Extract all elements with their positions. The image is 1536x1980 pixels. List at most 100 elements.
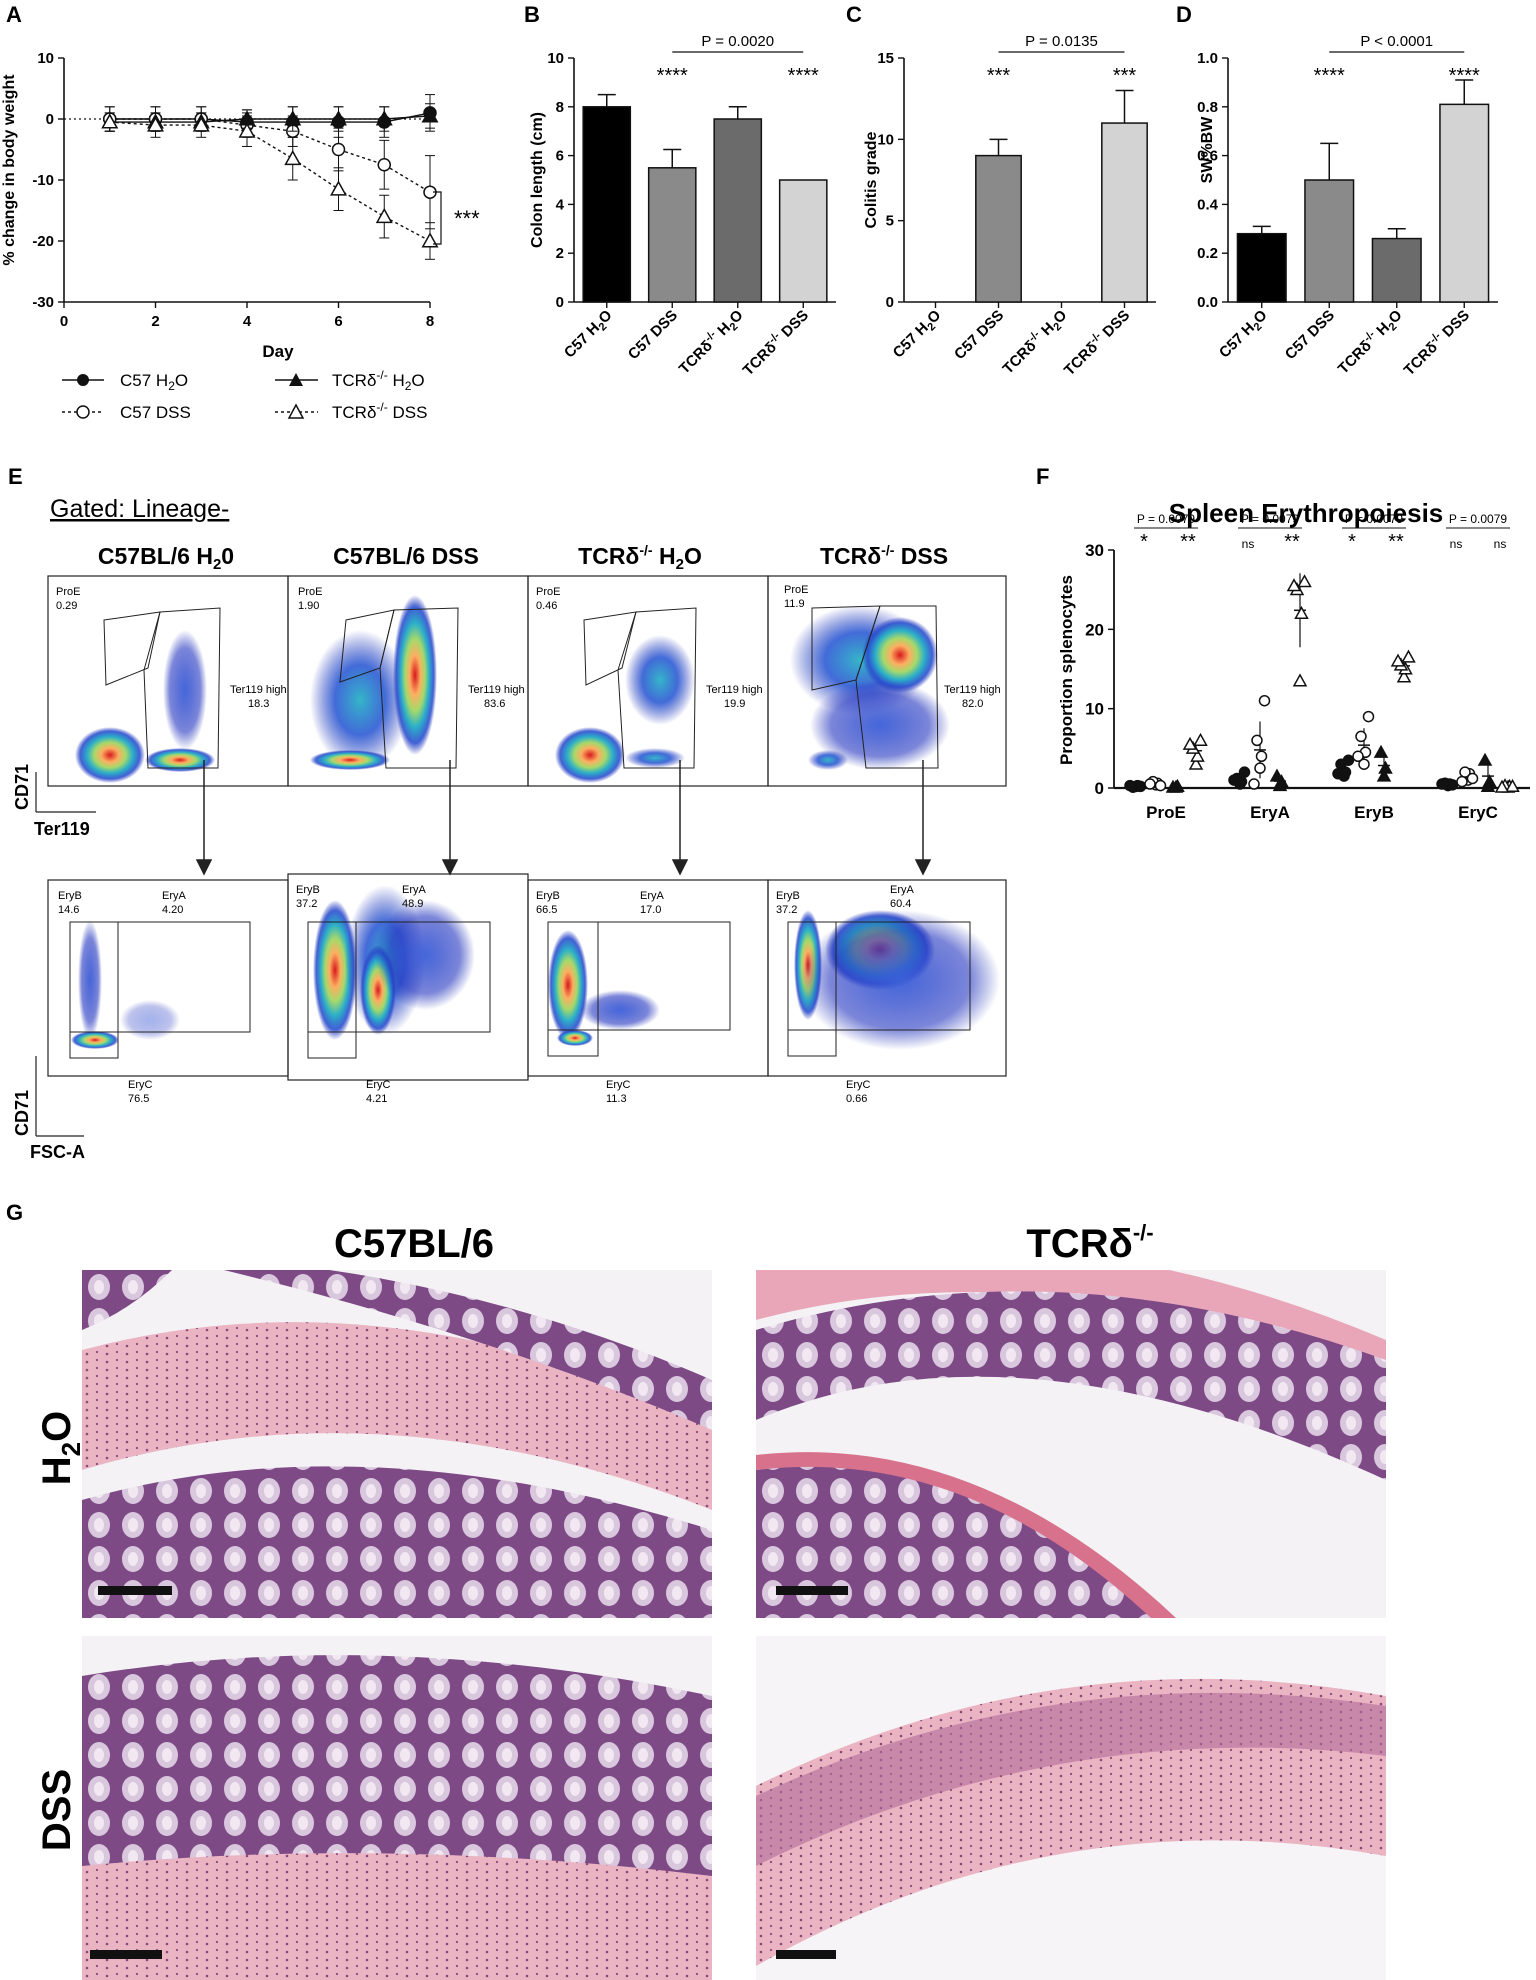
bar-xtick-label: TCRδ-/- H2O [674,305,749,380]
panel-g-row-labels: H2O DSS [35,1411,80,1851]
flow-top-proe-2: ProE [298,586,322,598]
bar-xtick-label: TCRδ-/- DSS [738,305,812,379]
flow-bottom-eryc-4: EryC [846,1079,871,1091]
bar-stars: **** [1449,65,1480,87]
bar-xtick-label: C57 DSS [951,307,1007,363]
panel-g-col-c57: C57BL/6 [334,1222,494,1266]
panel-a-chart: A % change in body weight 10 0 -10 -20 -30 0 2… [1,2,480,422]
panel-f-point [1258,694,1271,707]
panel-e-col-title-4: TCRδ-/- DSS [820,542,948,569]
panel-f-point [1466,772,1479,785]
panel-f-ylabel: Proportion splenocytes [1057,575,1076,765]
flow-bottom-plot-4 [767,879,1007,1077]
panel-a-ytick-label: 0 [46,111,54,128]
panel-a-point [330,180,347,196]
bar [1371,237,1422,303]
flow-top-xlabel: Ter119 [34,819,90,839]
panel-a-point [421,107,439,123]
bar-ytick-label: 0.2 [1197,245,1218,262]
panel-a-ytick-label: -10 [32,172,54,189]
panel-f-sig: ns [1242,537,1255,551]
flow-bottom-xlabel: FSC-A [30,1142,85,1162]
bar-ytick-label: 10 [877,131,894,148]
legend-marker-tcr-h2o [289,373,303,386]
flow-top-ter-val-1: 18.3 [248,698,269,710]
panel-f-point [1373,744,1389,758]
panel-f-point [1248,778,1260,790]
panel-a-xtick-label: 6 [334,313,342,330]
flow-top-ter-3: Ter119 high [706,684,763,696]
flow-bottom-eryb-val-4: 37.2 [776,904,797,916]
panel-a-xtick-label: 4 [243,313,252,330]
panel-a-point [375,207,393,224]
panel-e-gated-label: Gated: Lineage- [50,495,229,523]
panel-f-point [1376,768,1392,782]
panel-a-point [331,142,346,157]
panel-f-point [1134,780,1147,793]
flow-bottom-labels: EryB 14.6 EryA 4.20 EryC 76.5 EryB 37.2 … [58,884,915,1105]
flow-top-proe-1: ProE [56,586,80,598]
panel-f-point [1378,760,1393,774]
panel-f-xtick-label: EryB [1354,803,1394,822]
panel-f-ytick-label: 30 [1085,541,1104,560]
flow-bottom-erya-4: EryA [890,884,915,896]
panel-a-ytick-label: -30 [32,294,54,311]
panel-a-legend: C57 H2O C57 DSS TCRδ-/- H2O TCRδ-/- DSS [62,368,427,422]
panel-a-point [101,113,119,129]
bar-ytick-label: 0.8 [1197,99,1218,116]
bar-xtick-label: TCRδ-/- H2O [1333,305,1408,380]
panel-f-point [1182,736,1198,750]
flow-bottom-eryb-2: EryB [296,884,320,896]
legend-marker-c57-dss [76,405,90,419]
panel-a-series-line [109,115,431,123]
flow-bottom-eryb-val-2: 37.2 [296,898,317,910]
panel-f-xtick-label: ProE [1146,803,1186,822]
histology-tcr-dss [756,1636,1386,1980]
flow-bottom-eryb-1: EryB [58,890,82,902]
flow-top-proe-3: ProE [536,586,560,598]
panel-f-chart: F Spleen Erythropoiesis Proportion splen… [1036,464,1530,822]
panel-g-row-dss: DSS [35,1769,79,1851]
panel-f-point [1124,779,1136,792]
panel-d-ylabel: SW%BW [1199,116,1216,184]
bar-ytick-label: 0 [886,294,894,311]
flow-top-ter-4: Ter119 high [944,684,1001,696]
panel-a-axes: 10 0 -10 -20 -30 0 2 4 6 8 [32,50,434,330]
bar [975,154,1022,303]
panel-f-point [1358,758,1370,770]
panel-a-ylabel: % change in body weight [1,74,18,266]
panel-f-point [1401,649,1416,663]
flow-top-ter-val-2: 83.6 [484,698,505,710]
bar-stars: *** [987,65,1011,87]
flow-bottom-axis-key: CD71 FSC-A [12,1056,85,1162]
histology-c57-dss [82,1636,712,1980]
flow-top-ter-val-4: 82.0 [962,698,983,710]
panel-f-point [1446,779,1459,791]
panel-a-xtick-label: 8 [426,313,434,330]
panel-f-ytick-label: 0 [1095,779,1104,798]
flow-bottom-eryb-3: EryB [536,890,560,902]
flow-bottom-eryc-3: EryC [606,1079,631,1091]
panel-e-flow: E Gated: Lineage- C57BL/6 H20 C57BL/6 DS… [8,464,1007,1162]
flow-bottom-ylabel: CD71 [12,1090,32,1136]
panel-f-ytick-label: 20 [1085,620,1104,639]
panel-e-bottom-row [47,873,1007,1081]
panel-f-point [1505,778,1520,792]
panel-f-point [1286,578,1302,592]
flow-top-proe-val-3: 0.46 [536,600,557,612]
panel-a-point [284,110,302,126]
panel-a-point [377,158,391,172]
bar-ytick-label: 0 [556,294,564,311]
flow-bottom-eryb-val-3: 66.5 [536,904,557,916]
panel-letter-b: B [524,2,540,27]
flow-bottom-erya-3: EryA [640,890,665,902]
panel-letter-e: E [8,464,23,489]
panel-f-point [1193,732,1208,746]
scale-bar [98,1586,172,1595]
bar-ytick-label: 4 [556,196,565,213]
bar-xtick-label: C57 DSS [1282,307,1338,363]
panel-a-series-line [109,112,431,123]
legend-tcr-dss: TCRδ-/- DSS [332,400,427,422]
